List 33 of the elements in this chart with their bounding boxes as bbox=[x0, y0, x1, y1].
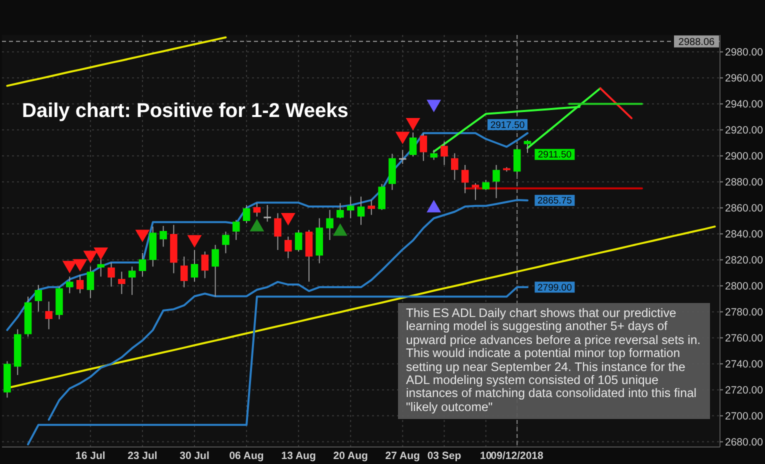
text: Daily chart: Positive for 1-2 Weeks bbox=[22, 100, 348, 122]
x-tick-label: 13 Aug bbox=[281, 450, 316, 462]
data-label: 2917.50 bbox=[490, 120, 525, 131]
y-tick-label: 2900.00 bbox=[725, 150, 764, 163]
y-tick-label: 2760.00 bbox=[725, 332, 764, 344]
y-tick-label: 2820.00 bbox=[725, 254, 764, 267]
y-tick-label: 2780.00 bbox=[725, 306, 764, 319]
x-tick-label: 10 bbox=[480, 450, 492, 462]
y-tick-label: 2840.00 bbox=[725, 228, 764, 241]
text: 2911.50 bbox=[538, 150, 572, 161]
y-tick-label: 2800.00 bbox=[725, 280, 764, 293]
y-tick-label: 2860.00 bbox=[725, 202, 764, 215]
y-tick-label: 2700.00 bbox=[725, 410, 764, 422]
ref-line-label: 2988.06 bbox=[678, 36, 716, 48]
x-tick-label: 06 Aug bbox=[229, 450, 264, 462]
y-tick-label: 2980.00 bbox=[725, 46, 764, 59]
y-tick-label: 2720.00 bbox=[725, 384, 764, 396]
y-tick-label: 2880.00 bbox=[725, 176, 764, 189]
x-tick-label: 09/12/2018 bbox=[490, 450, 544, 462]
x-tick-label: 30 Jul bbox=[180, 450, 210, 462]
x-tick-label: 27 Aug bbox=[385, 450, 420, 462]
data-label: 2799.00 bbox=[538, 282, 572, 294]
y-tick-label: 2940.00 bbox=[725, 98, 764, 111]
y-tick-label: 2920.00 bbox=[725, 124, 764, 137]
annotation: This ES ADL Daily chart shows that our predictive learning model is suggesting another 5+ days of upward price advances before a price reversal sets in. This would indicate a potential minor top formation setting up near September 24. This instance for the ADL modeling system consisted of 105 unique instances of matching data consolidated into this final "likely outcome" bbox=[398, 303, 710, 419]
x-tick-label: 16 Jul bbox=[76, 450, 106, 462]
y-tick-label: 2740.00 bbox=[725, 358, 764, 370]
x-tick-label: 20 Aug bbox=[333, 450, 368, 462]
y-tick-label: 2960.00 bbox=[725, 72, 764, 85]
data-label: 2865.75 bbox=[538, 196, 572, 207]
x-tick-label: 03 Sep bbox=[427, 450, 462, 462]
y-tick-label: 2680.00 bbox=[725, 436, 764, 448]
x-tick-label: 23 Jul bbox=[128, 450, 158, 462]
